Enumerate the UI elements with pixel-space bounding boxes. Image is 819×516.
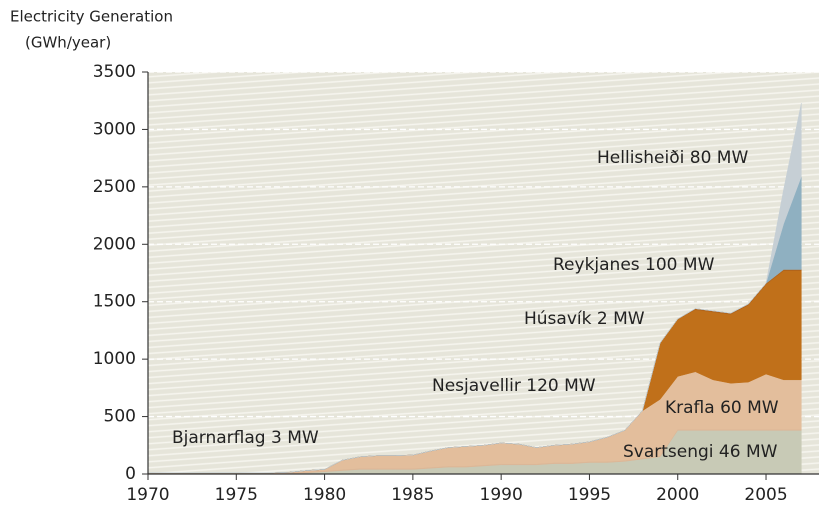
series-label: Reykjanes 100 MW — [553, 255, 715, 275]
grid — [148, 71, 819, 418]
series-label: Svartsengi 46 MW — [623, 442, 778, 462]
x-tick-label: 1990 — [480, 485, 523, 505]
series-label: Krafla 60 MW — [665, 398, 779, 418]
x-tick-label: 1980 — [303, 485, 346, 505]
chart-title: Electricity Generation — [10, 8, 173, 26]
x-tick-label: 1975 — [215, 485, 258, 505]
x-tick-label: 2000 — [656, 485, 699, 505]
y-tick-label: 500 — [104, 407, 136, 427]
x-tick-label: 1985 — [391, 485, 434, 505]
axes: 0 500 1000 1500 2000 2500 3000 3500 1970 1975 1980… — [93, 62, 819, 505]
area — [148, 102, 802, 474]
y-tick-label: 0 — [125, 464, 136, 484]
y-tick-label: 1000 — [93, 349, 136, 369]
y-tick-label: 3000 — [93, 119, 136, 139]
y-axis-label: (GWh/year) — [25, 34, 111, 52]
x-tick-label: 1970 — [126, 485, 169, 505]
x-tick-label: 1995 — [568, 485, 611, 505]
y-tick-label: 2000 — [93, 234, 136, 254]
y-tick-label: 3500 — [93, 62, 136, 82]
series-label: Hellisheiði 80 MW — [597, 148, 748, 168]
series-label: Bjarnarflag 3 MW — [172, 428, 319, 448]
series-label: Nesjavellir 120 MW — [432, 376, 596, 396]
y-tick-label: 1500 — [93, 292, 136, 312]
y-tick-label: 2500 — [93, 177, 136, 197]
x-tick-label: 2005 — [744, 485, 787, 505]
series-label: Húsavík 2 MW — [524, 309, 645, 329]
